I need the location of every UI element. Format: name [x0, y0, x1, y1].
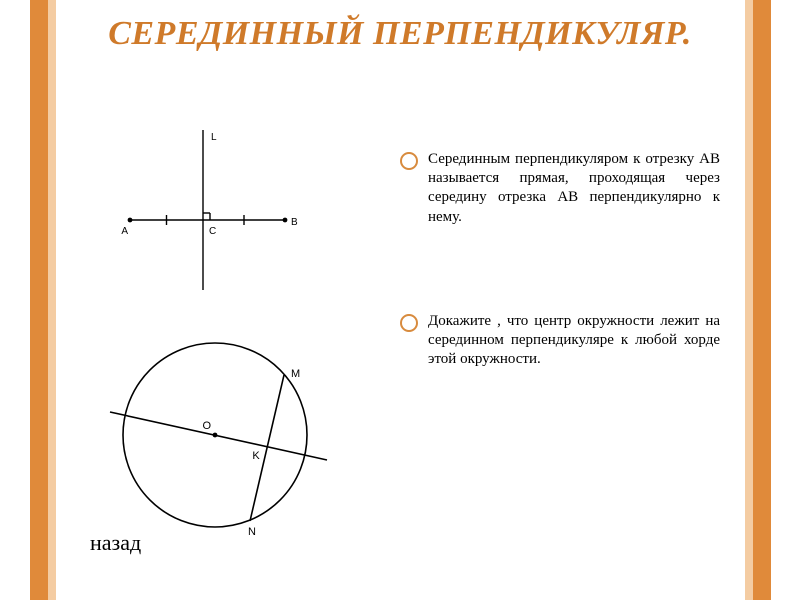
- bullet-icon: [400, 152, 418, 170]
- decor-stripe-left-dark: [30, 0, 48, 600]
- diagram-circle-chord: O M N K: [95, 320, 355, 560]
- bullet-icon: [400, 314, 418, 332]
- decor-stripe-left-light: [48, 0, 56, 600]
- diagram-perpendicular-bisector: А В С L: [110, 125, 330, 305]
- svg-text:K: K: [252, 450, 260, 462]
- text-column: Серединным перпендикуляром к отрезку АВ …: [400, 150, 720, 454]
- bullet-text: Докажите , что центр окружности лежит на…: [428, 312, 720, 370]
- svg-text:N: N: [248, 526, 256, 538]
- page-title: СЕРЕДИННЫЙ ПЕРПЕНДИКУЛЯР.: [0, 14, 800, 54]
- svg-text:O: O: [202, 420, 211, 432]
- svg-text:L: L: [211, 132, 217, 143]
- svg-text:M: M: [291, 368, 300, 380]
- bullet-item: Серединным перпендикуляром к отрезку АВ …: [400, 150, 720, 227]
- decor-stripe-right-dark: [753, 0, 771, 600]
- back-link[interactable]: назад: [90, 530, 141, 556]
- bullet-text: Серединным перпендикуляром к отрезку АВ …: [428, 150, 720, 227]
- content-area: АВСL OMNK Серединным перпендикуляром к о…: [90, 140, 720, 560]
- svg-text:В: В: [291, 217, 298, 228]
- svg-text:С: С: [209, 226, 216, 237]
- decor-stripe-right-light: [745, 0, 753, 600]
- bullet-item: Докажите , что центр окружности лежит на…: [400, 312, 720, 370]
- slide-root: СЕРЕДИННЫЙ ПЕРПЕНДИКУЛЯР. А В С L O M N K Сере…: [0, 0, 800, 600]
- svg-text:А: А: [121, 226, 128, 237]
